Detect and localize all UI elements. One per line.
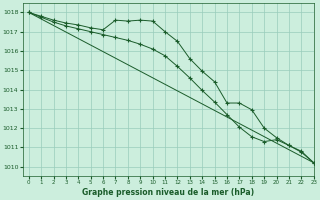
X-axis label: Graphe pression niveau de la mer (hPa): Graphe pression niveau de la mer (hPa) xyxy=(82,188,254,197)
